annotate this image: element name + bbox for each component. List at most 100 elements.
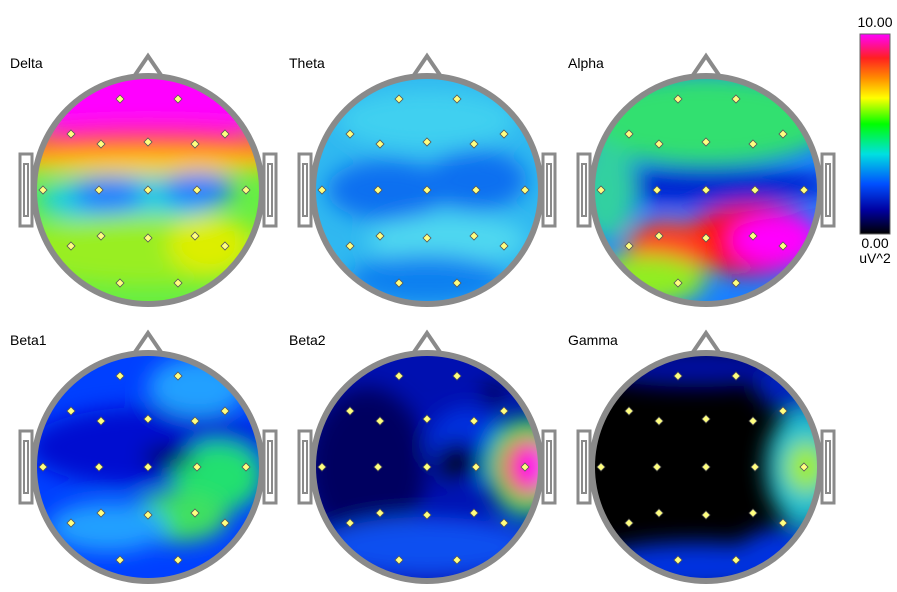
electrode	[499, 406, 509, 416]
heat-blob	[34, 76, 262, 140]
electrode	[701, 137, 711, 147]
electrode	[190, 231, 200, 241]
electrode	[469, 139, 479, 149]
electrode	[748, 231, 758, 241]
band-label: Alpha	[568, 55, 604, 71]
electrode	[96, 139, 106, 149]
heat-blob	[143, 445, 193, 469]
electrode	[190, 139, 200, 149]
ear-inner	[581, 440, 587, 494]
electrode	[143, 233, 153, 243]
electrode	[701, 185, 711, 195]
electrode	[624, 406, 634, 416]
electrode	[799, 462, 809, 472]
electrode	[654, 416, 664, 426]
electrode	[220, 518, 230, 528]
electrode	[731, 94, 741, 104]
electrode	[452, 555, 462, 565]
electrode	[394, 278, 404, 288]
electrode	[731, 555, 741, 565]
electrode	[38, 462, 48, 472]
electrode	[624, 241, 634, 251]
electrode	[499, 518, 509, 528]
ear-inner	[546, 163, 552, 217]
heat-blob	[592, 255, 706, 304]
ear-inner	[581, 163, 587, 217]
electrode	[220, 129, 230, 139]
electrode	[115, 278, 125, 288]
electrode	[375, 508, 385, 518]
head-map: Delta	[10, 52, 278, 307]
heat-blob	[48, 502, 168, 552]
heat-blobs	[327, 90, 527, 304]
electrode	[143, 414, 153, 424]
electrode	[452, 278, 462, 288]
electrode	[471, 462, 481, 472]
electrode	[173, 555, 183, 565]
electrode	[520, 185, 530, 195]
heat-blobs	[34, 357, 262, 552]
head-map: Gamma	[568, 329, 836, 584]
electrode	[94, 185, 104, 195]
electrode	[596, 185, 606, 195]
head-map: Alpha	[568, 52, 836, 307]
electrode	[375, 231, 385, 241]
electrode	[96, 508, 106, 518]
ear-inner	[267, 440, 273, 494]
head-outline	[31, 73, 265, 307]
heat-blob	[482, 387, 502, 407]
electrode	[422, 185, 432, 195]
electrode	[469, 231, 479, 241]
electrode	[173, 94, 183, 104]
heat-blob	[34, 150, 262, 174]
head-outline	[589, 350, 823, 584]
electrode	[394, 371, 404, 381]
head-map: Beta1	[10, 329, 278, 584]
heat-map	[34, 76, 262, 304]
electrode	[422, 137, 432, 147]
heat-blob	[327, 160, 447, 220]
electrode	[96, 231, 106, 241]
electrode	[624, 518, 634, 528]
ear-inner	[23, 163, 29, 217]
electrode	[317, 185, 327, 195]
electrode	[66, 241, 76, 251]
electrode	[624, 129, 634, 139]
colorbar-unit: uV^2	[859, 250, 891, 266]
electrode	[220, 241, 230, 251]
electrode	[673, 278, 683, 288]
electrode	[422, 462, 432, 472]
electrode	[701, 462, 711, 472]
electrode	[469, 416, 479, 426]
heat-blob	[736, 527, 820, 581]
electrode	[373, 462, 383, 472]
heat-blobs	[34, 76, 262, 285]
electrode	[799, 185, 809, 195]
electrode	[652, 185, 662, 195]
electrode	[143, 510, 153, 520]
colorbar-min: 0.00	[861, 235, 888, 251]
electrode	[173, 278, 183, 288]
electrode	[317, 462, 327, 472]
heat-blob	[337, 90, 517, 150]
electrode	[596, 462, 606, 472]
electrode	[778, 241, 788, 251]
electrode	[220, 406, 230, 416]
ear-inner	[825, 440, 831, 494]
electrode	[422, 414, 432, 424]
electrode	[66, 129, 76, 139]
electrode	[452, 371, 462, 381]
electrode	[375, 139, 385, 149]
electrode	[778, 129, 788, 139]
electrode	[654, 231, 664, 241]
electrode	[345, 518, 355, 528]
head-map: Beta2	[289, 329, 557, 584]
heat-blob	[168, 215, 248, 275]
electrode	[673, 555, 683, 565]
heat-blob	[592, 140, 636, 240]
electrode	[345, 129, 355, 139]
head-outline	[31, 350, 265, 584]
electrode	[499, 241, 509, 251]
electrode	[452, 94, 462, 104]
